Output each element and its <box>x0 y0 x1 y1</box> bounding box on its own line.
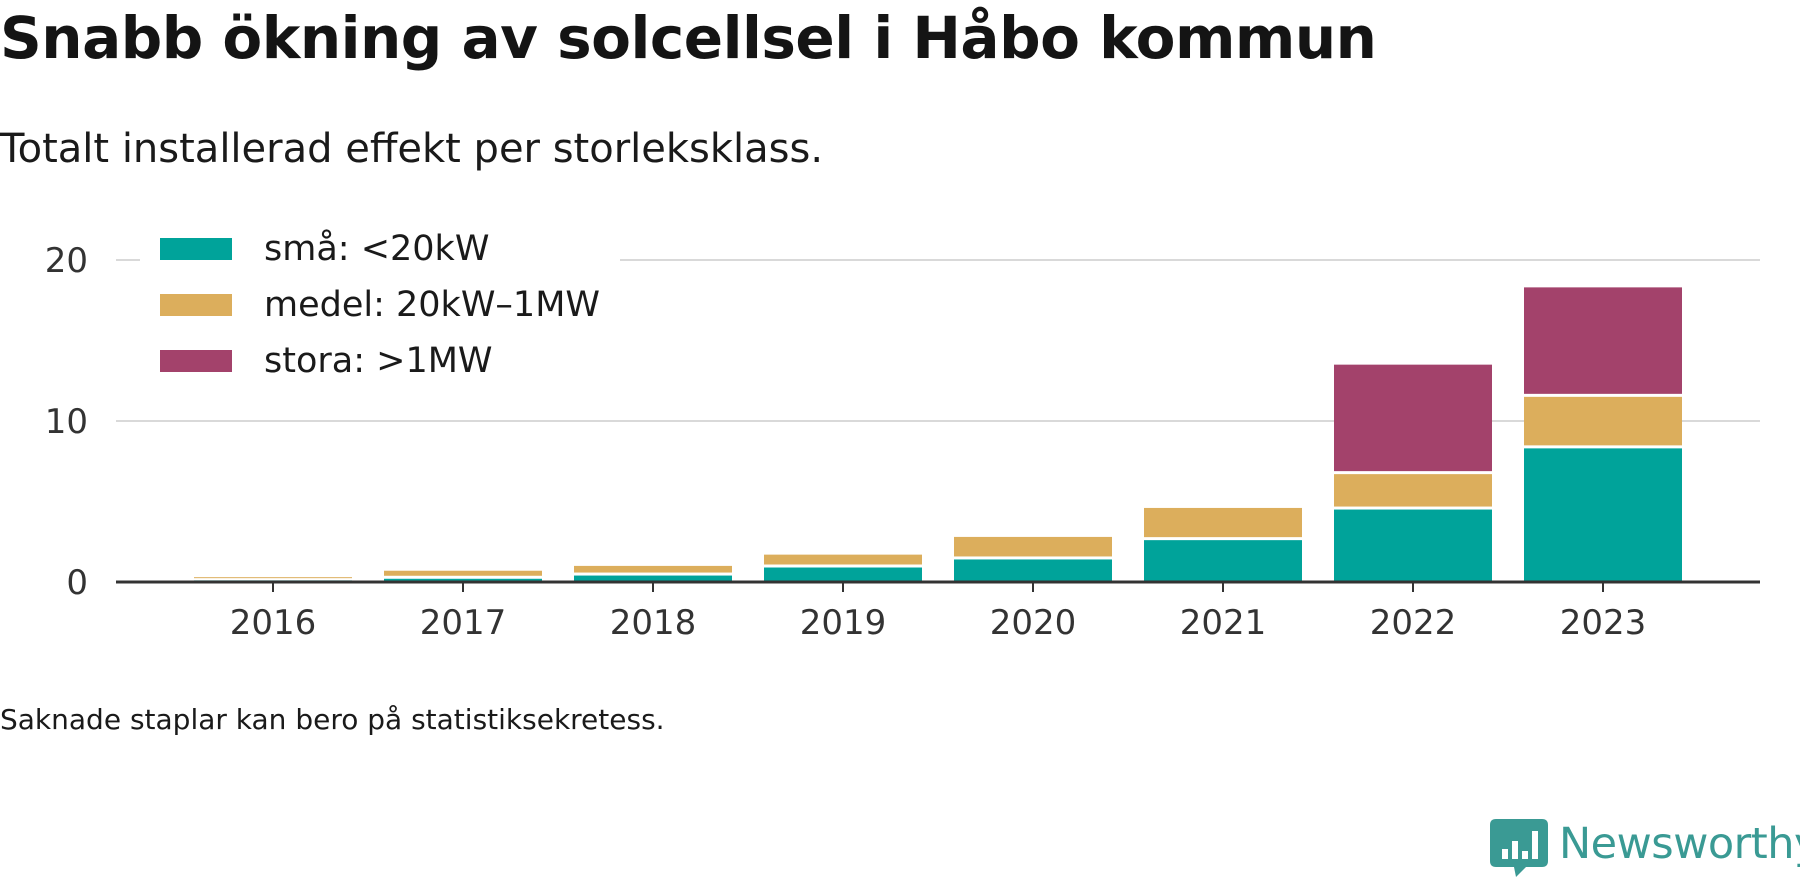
y-tick-label: 0 <box>66 563 88 603</box>
legend-label: stora: >1MW <box>264 341 493 381</box>
x-tick-label: 2020 <box>990 603 1077 643</box>
legend: små: <20kW medel: 20kW–1MW stora: >1MW <box>140 228 620 381</box>
brand-name: Newsworthy <box>1559 819 1800 869</box>
bar-segment-2022-s1 <box>1334 474 1492 507</box>
bar-segment-2020-s1 <box>954 536 1112 557</box>
x-tick-label: 2017 <box>420 603 507 643</box>
bar-segment-2017-s1 <box>384 570 542 576</box>
bar-segment-2022-s2 <box>1334 364 1492 472</box>
x-tick-label: 2023 <box>1560 603 1647 643</box>
legend-label: medel: 20kW–1MW <box>264 285 600 325</box>
x-tick-label: 2022 <box>1370 603 1457 643</box>
bar-segment-2016-s1 <box>194 577 352 579</box>
legend-label: små: <20kW <box>264 228 489 269</box>
bar-segment-2018-s0 <box>574 575 732 582</box>
axes: 0 10 20 2016 2017 2018 2019 2020 2021 2022 2023 <box>45 241 1760 643</box>
bar-segment-2019-s0 <box>764 567 922 582</box>
bar-segment-2019-s1 <box>764 554 922 565</box>
bar-segment-2017-s0 <box>384 578 542 582</box>
bar-segment-2021-s0 <box>1144 540 1302 582</box>
legend-swatch <box>160 350 232 372</box>
bars <box>194 287 1682 582</box>
footnote: Saknade staplar kan bero på statistiksek… <box>0 703 665 736</box>
legend-swatch <box>160 238 232 260</box>
x-tick-label: 2021 <box>1180 603 1267 643</box>
y-tick-label: 10 <box>45 402 88 442</box>
chart-title: Snabb ökning av solcellsel i Håbo kommun <box>0 4 1377 72</box>
bar-segment-2022-s0 <box>1334 509 1492 582</box>
bar-segment-2018-s1 <box>574 565 732 573</box>
bar-segment-2023-s1 <box>1524 396 1682 446</box>
x-tick-label: 2018 <box>610 603 697 643</box>
x-tick-label: 2019 <box>800 603 887 643</box>
chart-subtitle: Totalt installerad effekt per storlekskl… <box>0 126 824 172</box>
newsworthy-logo-icon <box>1490 819 1548 877</box>
legend-swatch <box>160 294 232 316</box>
bar-segment-2020-s0 <box>954 559 1112 582</box>
bar-segment-2023-s2 <box>1524 287 1682 394</box>
bar-segment-2023-s0 <box>1524 448 1682 582</box>
brand-logo: Newsworthy <box>1486 817 1800 879</box>
stacked-bar-chart: 0 10 20 2016 2017 2018 2019 2020 2021 2022 2023 sm… <box>45 228 1760 643</box>
bar-segment-2021-s1 <box>1144 507 1302 538</box>
y-tick-label: 20 <box>45 241 88 281</box>
x-tick-label: 2016 <box>230 603 317 643</box>
